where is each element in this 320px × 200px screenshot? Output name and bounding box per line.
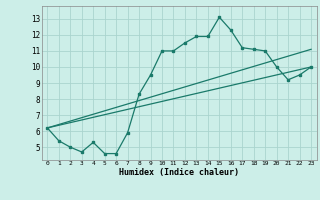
X-axis label: Humidex (Indice chaleur): Humidex (Indice chaleur)	[119, 168, 239, 177]
